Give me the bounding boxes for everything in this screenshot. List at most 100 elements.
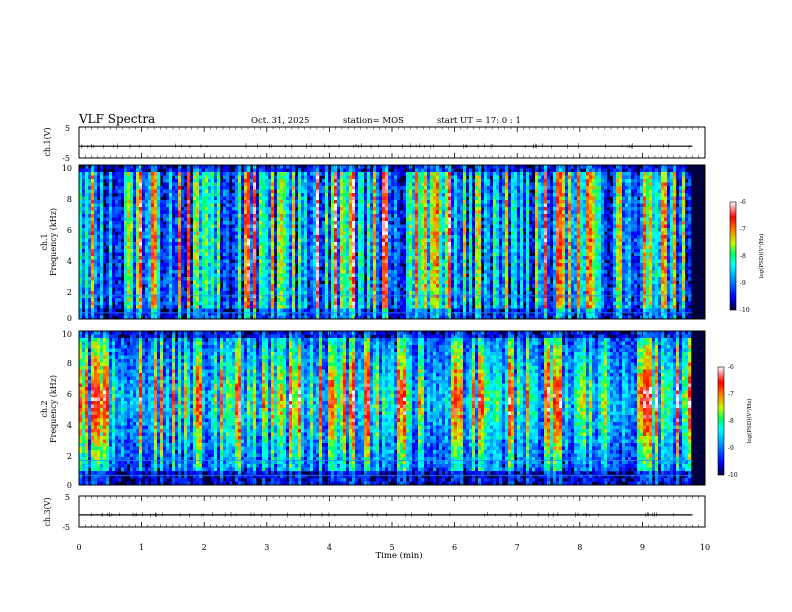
ch1-spec-cell — [352, 168, 356, 173]
ch1-spec-cell — [205, 196, 209, 201]
ch1-spec-cell — [160, 207, 164, 211]
ch1-spec-cell — [124, 172, 128, 176]
ch1-spec-cell — [355, 182, 359, 187]
ch1-spec-cell — [124, 228, 128, 232]
ch1-spec-cell — [301, 256, 305, 260]
ch1-spec-cell — [184, 168, 188, 173]
ch1-spec-cell — [361, 228, 365, 232]
ch1-spec-cell — [184, 298, 188, 302]
ch1-spec-cell — [172, 312, 176, 316]
ch1-spec-cell — [127, 270, 131, 274]
ch1-spec-cell — [394, 235, 398, 239]
ch1-spec-cell — [118, 203, 122, 208]
ch1-spec-cell — [199, 273, 203, 278]
ch1-spec-cell — [385, 235, 389, 239]
ch1-spec-cell — [82, 196, 86, 201]
ch1-spec-cell — [367, 165, 371, 169]
ch1-spec-cell — [208, 252, 212, 257]
ch1-spec-cell — [145, 252, 149, 257]
ch1-spec-cell — [118, 270, 122, 274]
ch1-spec-cell — [178, 308, 182, 313]
ch1-spec-cell — [112, 284, 116, 288]
ch1-spec-cell — [271, 203, 275, 208]
ch1-spec-cell — [205, 266, 209, 271]
ch1-spec-cell — [148, 249, 152, 253]
ch1-spec-cell — [301, 287, 305, 292]
ch1-spec-cell — [310, 238, 314, 243]
ch1-spec-cell — [172, 186, 176, 190]
ch1-spec-cell — [316, 175, 320, 180]
ch1-spec-cell — [283, 228, 287, 232]
ch1-spec-cell — [328, 238, 332, 243]
ch1-spec-cell — [211, 189, 215, 194]
ch1-spec-cell — [379, 172, 383, 176]
ch1-spec-cell — [226, 266, 230, 271]
ch1-spec-cell — [88, 175, 92, 180]
ch1-spec-cell — [193, 172, 197, 176]
ch1-spec-cell — [268, 221, 272, 225]
ch1-spec-cell — [142, 228, 146, 232]
ch1-spec-cell — [208, 175, 212, 180]
ch1-spec-cell — [109, 287, 113, 292]
ch1-spec-cell — [394, 179, 398, 183]
ch1-spec-cell — [196, 277, 200, 281]
ch1-spec-cell — [421, 168, 425, 173]
ch1-spec-cell — [130, 214, 134, 218]
ch1-spec-cell — [166, 214, 170, 218]
ch1-spec-cell — [289, 189, 293, 194]
ch1-spec-cell — [385, 217, 389, 222]
ch1-spec-cell — [196, 301, 200, 306]
ch1-spec-cell — [130, 231, 134, 236]
ch1-spec-cell — [259, 231, 263, 236]
ch1-spec-cell — [382, 217, 386, 222]
ch1-spec-cell — [193, 266, 197, 271]
ch1-spec-cell — [229, 196, 233, 201]
ch1-spec-cell — [412, 301, 416, 306]
ch1-spec-cell — [241, 214, 245, 218]
ch1-spec-cell — [244, 308, 248, 313]
ch1-spec-cell — [247, 228, 251, 232]
ch1-spec-cell — [307, 203, 311, 208]
ch1-spec-cell — [151, 165, 155, 169]
ch1-spec-cell — [145, 273, 149, 278]
ch1-spec-cell — [388, 200, 392, 204]
ch1-spec-cell — [382, 172, 386, 176]
ch1-spec-cell — [118, 294, 122, 299]
ch1-spec-cell — [79, 168, 83, 173]
ch1-spec-cell — [130, 301, 134, 306]
ch1-spec-cell — [394, 298, 398, 302]
ch1-spec-cell — [325, 266, 329, 271]
ch1-spec-cell — [364, 182, 368, 187]
ch1-spec-cell — [235, 308, 239, 313]
ch1-spec-cell — [142, 256, 146, 260]
ch1-spec-cell — [142, 214, 146, 218]
ch1-spec-cell — [97, 193, 101, 197]
ch1-spec-cell — [301, 294, 305, 299]
ch1-spec-cell — [391, 273, 395, 278]
ch1-spec-cell — [157, 179, 161, 183]
ch1-spec-cell — [154, 207, 158, 211]
ch1-spec-cell — [184, 228, 188, 232]
ch1-spec-cell — [271, 207, 275, 211]
ch1-spec-cell — [292, 210, 296, 215]
ch1-spec-cell — [259, 189, 263, 194]
ch1-spec-cell — [430, 252, 434, 257]
ch1-spec-cell — [283, 203, 287, 208]
ch1-spec-cell — [169, 203, 173, 208]
ch1-spec-cell — [190, 259, 194, 264]
ch1-spec-cell — [124, 291, 128, 295]
ch1-spec-cell — [379, 193, 383, 197]
ch1-spec-cell — [421, 207, 425, 211]
ch1-spec-cell — [82, 256, 86, 260]
ch1-spec-cell — [217, 308, 221, 313]
ch1-spec-cell — [355, 207, 359, 211]
ch1-spec-cell — [235, 256, 239, 260]
ch1-spec-cell — [343, 266, 347, 271]
ch1-spec-cell — [244, 196, 248, 201]
ch1-spec-cell — [163, 228, 167, 232]
ch1-spec-cell — [235, 249, 239, 253]
ch1-spec-cell — [415, 214, 419, 218]
ch1-spec-cell — [298, 284, 302, 288]
ch1-spec-cell — [187, 294, 191, 299]
ch1-spec-cell — [142, 193, 146, 197]
